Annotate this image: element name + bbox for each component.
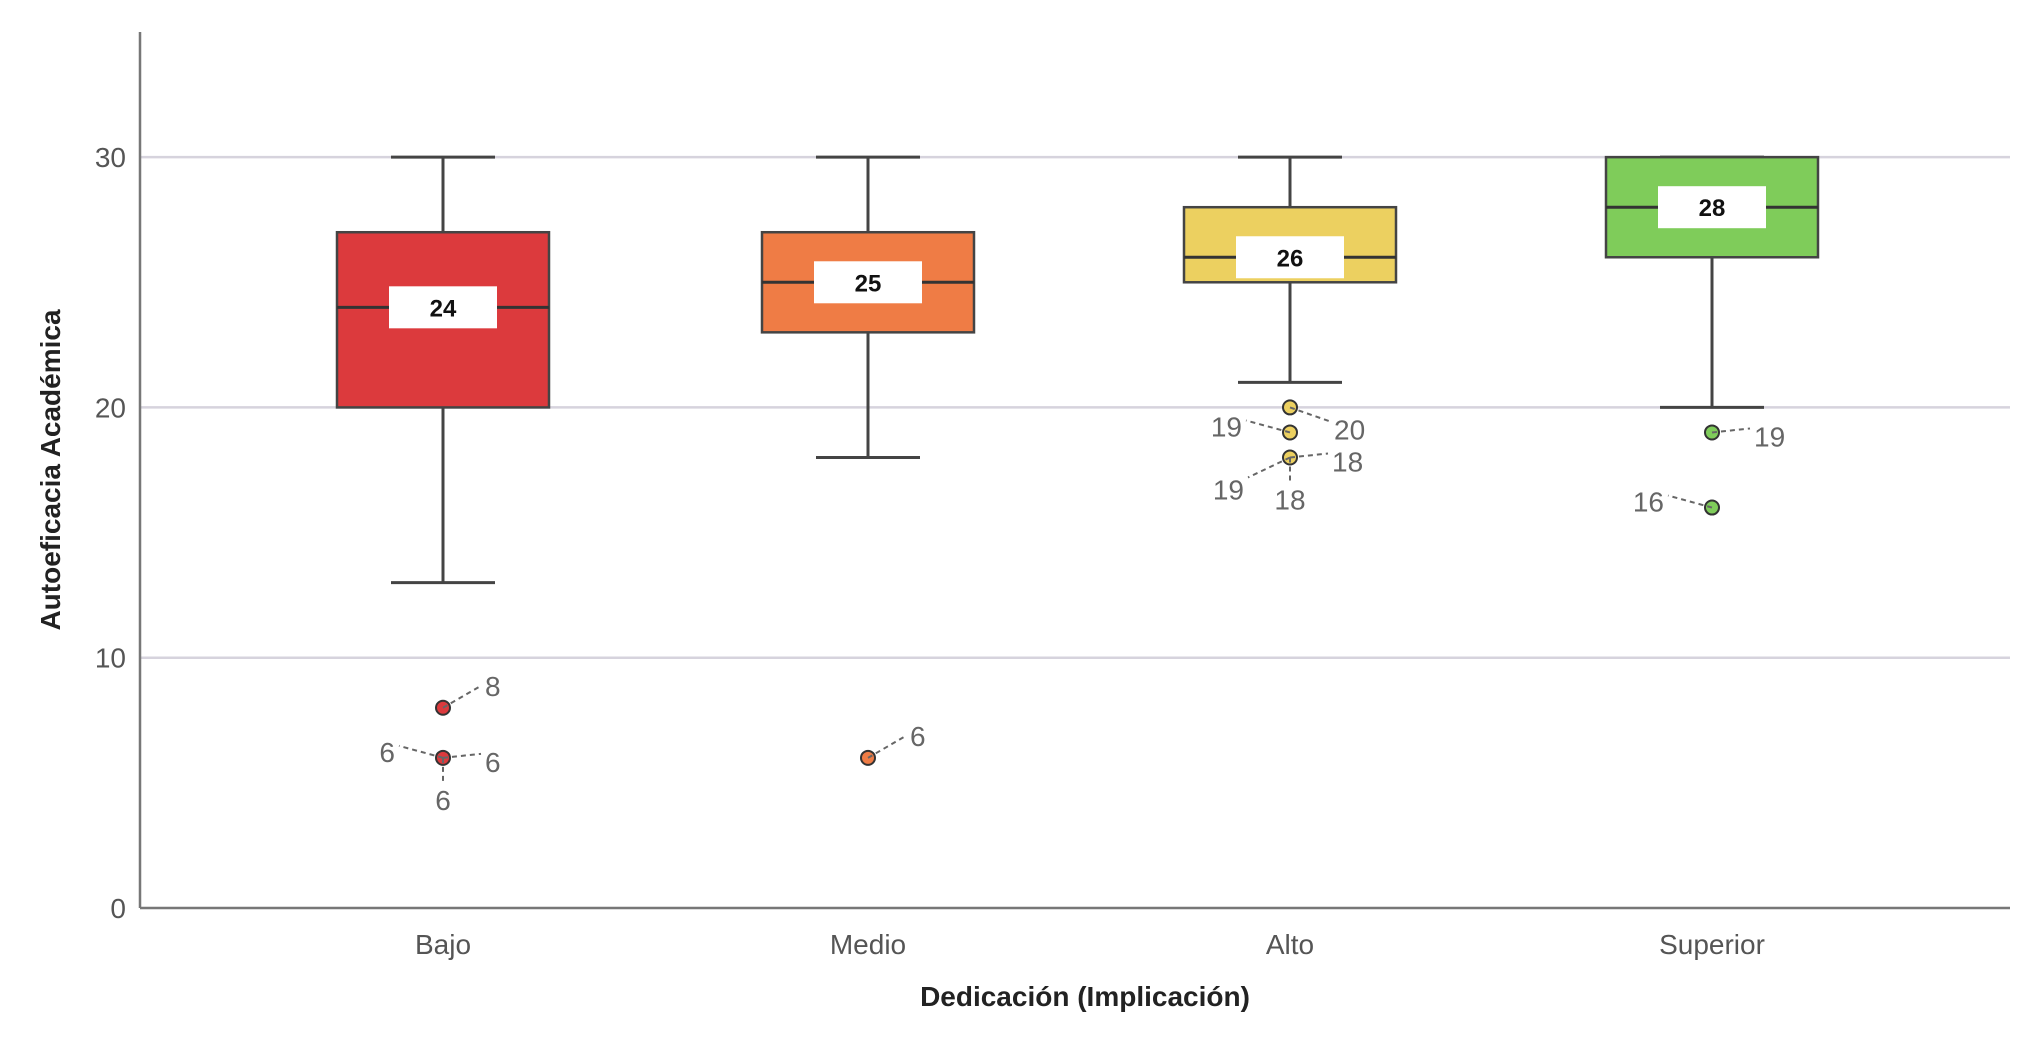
outlier-leader xyxy=(398,744,444,759)
outlier-label: 8 xyxy=(485,671,501,702)
outlier-label: 19 xyxy=(1754,421,1785,452)
outlier-leader xyxy=(1245,419,1291,434)
y-tick-label: 0 xyxy=(110,893,126,924)
y-axis-title: Autoeficacia Académica xyxy=(35,309,66,631)
median-label: 24 xyxy=(430,295,457,322)
median-label: 28 xyxy=(1699,195,1726,222)
outlier-label: 19 xyxy=(1213,474,1244,505)
median-label-bg xyxy=(389,286,497,329)
y-tick-label: 10 xyxy=(95,643,126,674)
outlier-label: 20 xyxy=(1334,414,1365,445)
x-axis-title: Dedicación (Implicación) xyxy=(920,981,1250,1012)
outlier-label: 19 xyxy=(1211,411,1242,442)
outlier-label: 16 xyxy=(1633,487,1664,518)
x-tick-label: Alto xyxy=(1266,929,1314,960)
outlier-label: 6 xyxy=(435,785,451,816)
median-label-bg xyxy=(1658,186,1766,229)
outlier-leader xyxy=(442,752,482,759)
outlier-label: 18 xyxy=(1332,446,1363,477)
y-tick-label: 20 xyxy=(95,392,126,423)
outlier-leader xyxy=(1289,406,1331,423)
outlier-leader xyxy=(1711,427,1751,434)
outlier-leader xyxy=(1667,494,1713,509)
outlier-label: 18 xyxy=(1274,484,1305,515)
x-tick-label: Medio xyxy=(830,929,906,960)
boxes xyxy=(335,155,1820,766)
median-label: 26 xyxy=(1277,245,1304,272)
outlier-label: 6 xyxy=(485,747,501,778)
y-tick-label: 30 xyxy=(95,142,126,173)
outlier-leader xyxy=(1247,456,1291,479)
labels: 0 10 20 30 Bajo Medio Alto Superior 24 8 6 6 6 25 6 26 2… xyxy=(95,142,1785,960)
axes xyxy=(138,32,2010,910)
median-label-bg xyxy=(814,261,922,304)
outlier-leader xyxy=(442,684,482,709)
x-tick-label: Superior xyxy=(1659,929,1765,960)
box-bajo xyxy=(335,230,551,409)
x-tick-label: Bajo xyxy=(415,929,471,960)
median-label-bg xyxy=(1236,236,1344,279)
outlier-leader xyxy=(1289,452,1329,459)
outlier-label: 6 xyxy=(910,721,926,752)
outlier-label: 6 xyxy=(379,737,395,768)
median-label: 25 xyxy=(855,270,882,297)
outlier-leader xyxy=(867,734,907,759)
